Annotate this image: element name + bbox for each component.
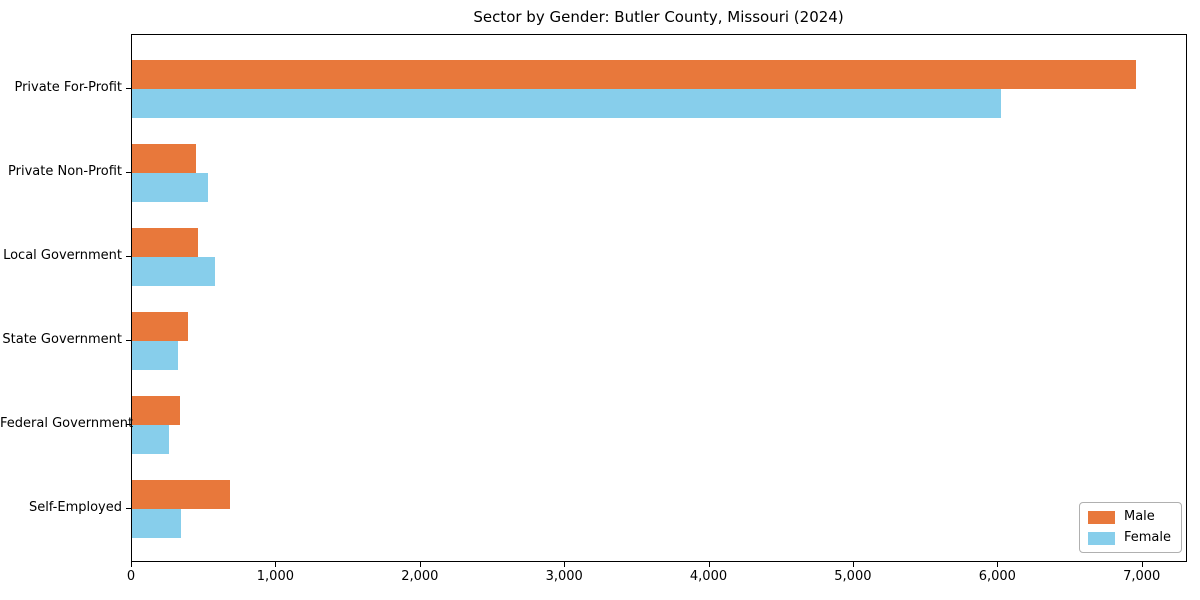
x-tick-label: 5,000 <box>834 569 872 584</box>
bar-female-private-for-profit <box>132 89 1001 118</box>
x-tick-mark <box>852 562 854 567</box>
y-tick-label: Local Government <box>3 248 122 263</box>
y-tick-mark <box>126 508 131 509</box>
y-tick-label: Private For-Profit <box>14 80 122 95</box>
legend-label-male: Male <box>1123 509 1155 524</box>
y-tick-label: Federal Government <box>0 416 134 431</box>
x-tick-label: 7,000 <box>1123 569 1161 584</box>
bar-male-private-non-profit <box>132 144 197 173</box>
y-tick-mark <box>126 88 131 89</box>
y-tick-mark <box>126 340 131 341</box>
bar-male-state-government <box>132 312 188 341</box>
bar-male-federal-government <box>132 396 180 425</box>
x-tick-label: 2,000 <box>401 569 439 584</box>
bar-male-self-employed <box>132 480 230 509</box>
y-tick-mark <box>126 256 131 257</box>
legend-label-female: Female <box>1123 530 1171 545</box>
y-tick-mark <box>126 424 131 425</box>
x-tick-mark <box>708 562 710 567</box>
x-tick-label: 1,000 <box>256 569 294 584</box>
plot-area: Male Female <box>131 34 1187 562</box>
y-tick-mark <box>126 172 131 173</box>
bar-female-self-employed <box>132 509 182 538</box>
bar-female-state-government <box>132 341 179 370</box>
x-tick-mark <box>419 562 421 567</box>
x-tick-label: 3,000 <box>545 569 583 584</box>
legend-item-male: Male <box>1087 509 1171 524</box>
x-tick-mark <box>131 562 132 567</box>
bar-female-private-non-profit <box>132 173 208 202</box>
legend: Male Female <box>1078 502 1182 553</box>
bar-female-federal-government <box>132 425 169 454</box>
legend-swatch-male <box>1087 510 1115 524</box>
legend-swatch-female <box>1087 531 1115 545</box>
y-tick-label: Private Non-Profit <box>8 164 122 179</box>
x-tick-mark <box>564 562 566 567</box>
chart-title: Sector by Gender: Butler County, Missour… <box>473 8 844 26</box>
bar-male-local-government <box>132 228 198 257</box>
x-tick-label: 4,000 <box>689 569 728 584</box>
y-tick-label: Self-Employed <box>28 500 122 515</box>
x-tick-label: 6,000 <box>978 569 1016 584</box>
x-tick-mark <box>275 562 277 567</box>
x-tick-label: 0 <box>126 569 136 584</box>
x-tick-mark <box>997 562 999 567</box>
bar-female-local-government <box>132 257 215 286</box>
bar-male-private-for-profit <box>132 60 1136 89</box>
y-tick-label: State Government <box>2 332 122 347</box>
x-tick-mark <box>1141 562 1143 567</box>
legend-item-female: Female <box>1087 530 1171 545</box>
